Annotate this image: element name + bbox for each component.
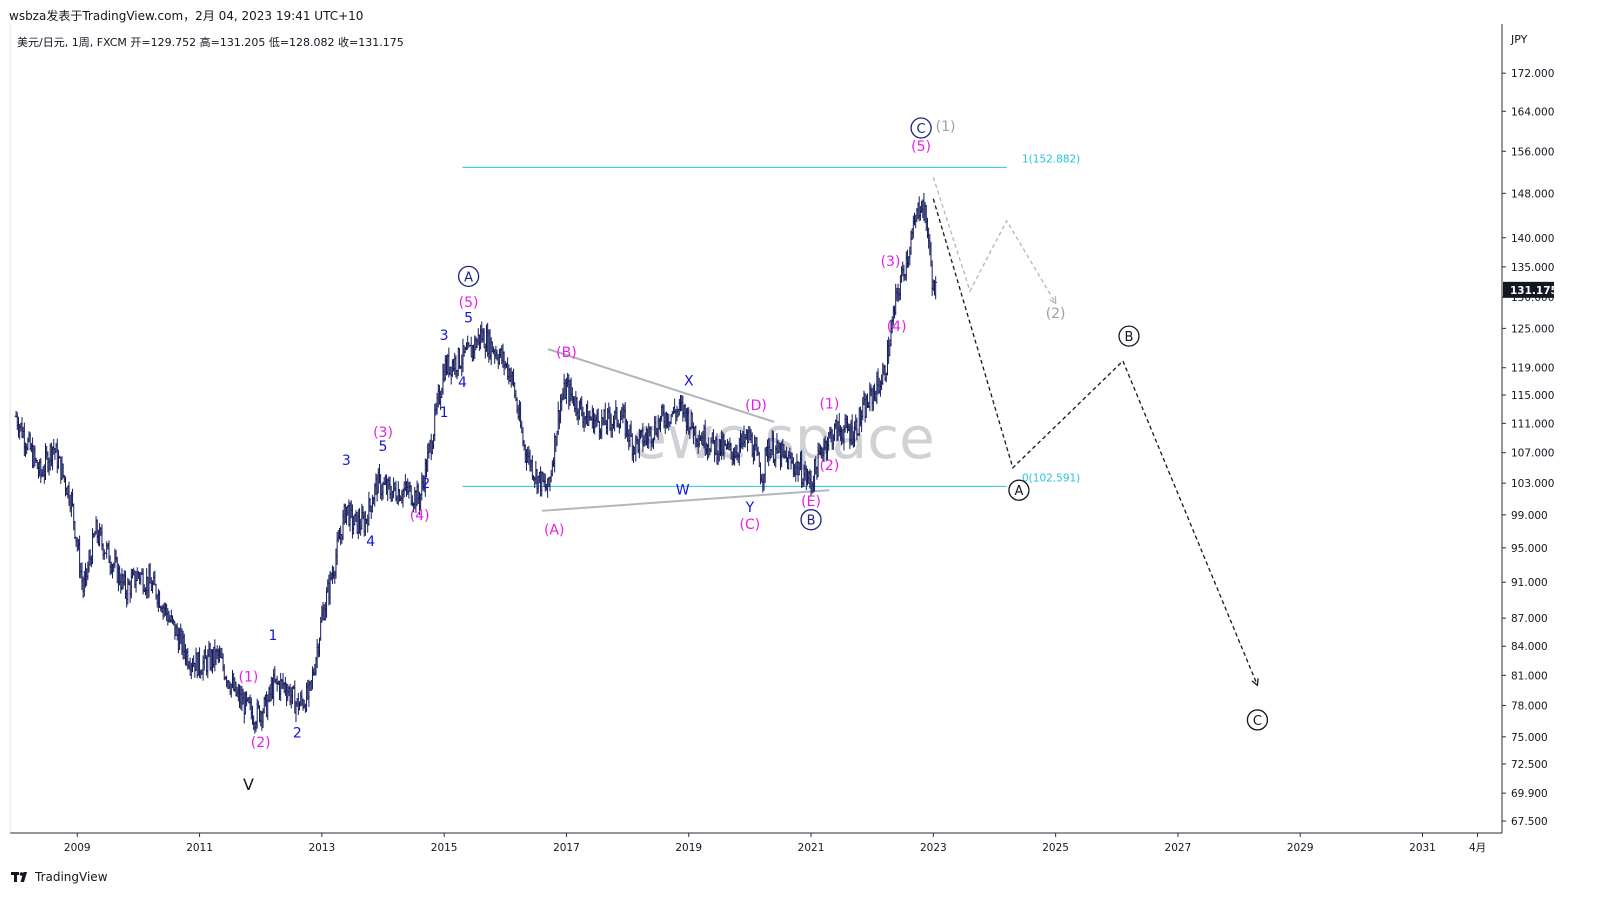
- x-tick-label: 2031: [1409, 842, 1436, 854]
- watermark-text: ewc space: [631, 404, 935, 472]
- wave-label: 1: [268, 628, 277, 644]
- fib-level-label: 1(152.882): [1022, 153, 1080, 165]
- wave-label-circle: [457, 265, 480, 288]
- projection-black-path-arrowhead: [1251, 678, 1259, 687]
- x-tick-label: 2021: [798, 842, 825, 854]
- wave-label: 4: [366, 534, 375, 550]
- wave-label: (2): [819, 458, 839, 474]
- y-tick-label: 140.000: [1511, 233, 1554, 245]
- y-tick-label: 69.900: [1511, 788, 1548, 800]
- chart-canvas[interactable]: ewc space 1(152.882)0(102.591) V(1)(2)12…: [0, 0, 1603, 870]
- wave-label: (4): [887, 319, 907, 335]
- x-tick-label: 2019: [675, 842, 702, 854]
- y-tick-label: 115.000: [1511, 390, 1554, 402]
- tradingview-logo-icon: [11, 872, 27, 882]
- wave-label: A: [1014, 484, 1023, 499]
- wave-label: (D): [745, 398, 767, 414]
- wave-label-circle: [1246, 709, 1269, 731]
- x-tick-label: 4月: [1469, 842, 1486, 854]
- wave-label: (3): [373, 425, 393, 441]
- y-tick-label: 119.000: [1511, 363, 1554, 375]
- wave-label: (5): [911, 139, 931, 155]
- y-tick-label: 91.000: [1511, 577, 1548, 589]
- wave-label: 4: [458, 375, 467, 391]
- triangle-boundary-line: [541, 489, 830, 512]
- wave-label: W: [676, 482, 690, 498]
- wave-label: (1): [936, 119, 956, 135]
- publisher-line: wsbza发表于TradingView.com，2月 04, 2023 19:4…: [9, 9, 364, 23]
- y-tick-label: 99.000: [1511, 510, 1548, 522]
- x-tick-label: 2025: [1042, 842, 1069, 854]
- wave-label: X: [684, 374, 694, 390]
- y-tick-label: 81.000: [1511, 670, 1548, 682]
- y-tick-label: 148.000: [1511, 188, 1554, 200]
- y-tick-label: 111.000: [1511, 418, 1554, 430]
- x-tick-label: 2027: [1165, 842, 1192, 854]
- wave-label: (2): [251, 735, 271, 751]
- wave-label: (C): [740, 517, 761, 533]
- last-price-tag: [1503, 281, 1554, 298]
- x-tick-label: 2015: [431, 842, 458, 854]
- wave-label: 2: [421, 476, 430, 492]
- y-tick-label: 135.000: [1511, 262, 1554, 274]
- y-tick-label: 72.500: [1511, 759, 1548, 771]
- wave-label-circle: [910, 117, 932, 139]
- wave-label: A: [464, 270, 473, 285]
- projection-black-path: [932, 198, 1259, 686]
- y-tick-label: 84.000: [1511, 641, 1548, 653]
- wave-label: (2): [1046, 306, 1066, 322]
- x-tick-label: 2009: [64, 842, 91, 854]
- last-price-label: 131.175: [1510, 285, 1558, 297]
- y-tick-label: 107.000: [1511, 448, 1554, 460]
- wave-label: 3: [342, 453, 351, 469]
- wave-label: C: [1253, 714, 1262, 729]
- wave-label: 5: [379, 439, 388, 455]
- wave-label: 3: [440, 328, 449, 344]
- y-tick-label: 95.000: [1511, 543, 1548, 555]
- y-tick-label: 164.000: [1511, 106, 1554, 118]
- y-tick-label: 67.500: [1511, 816, 1548, 828]
- wave-label: (1): [819, 396, 839, 412]
- y-tick-label: 172.000: [1511, 68, 1554, 80]
- y-tick-label: 75.000: [1511, 732, 1548, 744]
- wave-label: (E): [801, 494, 821, 510]
- wave-label-circle: [1008, 479, 1030, 501]
- projection-grey-path-arrowhead: [1049, 296, 1057, 305]
- fib-level-label: 0(102.591): [1022, 472, 1080, 484]
- y-tick-label: 87.000: [1511, 613, 1548, 625]
- y-tick-label: 125.000: [1511, 323, 1554, 335]
- x-tick-label: 2023: [920, 842, 947, 854]
- x-tick-label: 2013: [308, 842, 335, 854]
- tradingview-brand[interactable]: TradingView: [11, 870, 108, 884]
- wave-label: (5): [459, 295, 479, 311]
- wave-label: V: [243, 775, 254, 794]
- wave-label: 5: [464, 311, 473, 327]
- y-tick-label: 156.000: [1511, 146, 1554, 158]
- brand-label: TradingView: [35, 870, 108, 884]
- y-tick-label: 103.000: [1511, 478, 1554, 490]
- wave-label-circle: [800, 509, 822, 531]
- wave-label: 1: [440, 405, 449, 421]
- x-tick-label: 2011: [186, 842, 213, 854]
- wave-label: (1): [239, 669, 259, 685]
- y-axis-unit-label: JPY: [1510, 33, 1528, 46]
- wave-label: Y: [745, 500, 755, 516]
- triangle-boundary-line: [547, 348, 775, 423]
- wave-label-circle: [1118, 325, 1140, 347]
- wave-label: C: [917, 122, 926, 137]
- wave-label: (A): [544, 523, 565, 539]
- x-tick-label: 2017: [553, 842, 580, 854]
- wave-label: (4): [410, 508, 430, 524]
- wave-label: B: [807, 514, 816, 529]
- symbol-ohlc-line: 美元/日元, 1周, FXCM 开=129.752 高=131.205 低=12…: [17, 36, 404, 49]
- x-tick-label: 2029: [1287, 842, 1314, 854]
- wave-label: (B): [556, 345, 577, 361]
- y-tick-label: 78.000: [1511, 700, 1548, 712]
- projection-grey-path: [932, 177, 1057, 304]
- wave-label: 2: [293, 726, 302, 742]
- wave-label: B: [1125, 330, 1134, 345]
- wave-label: (3): [881, 254, 901, 270]
